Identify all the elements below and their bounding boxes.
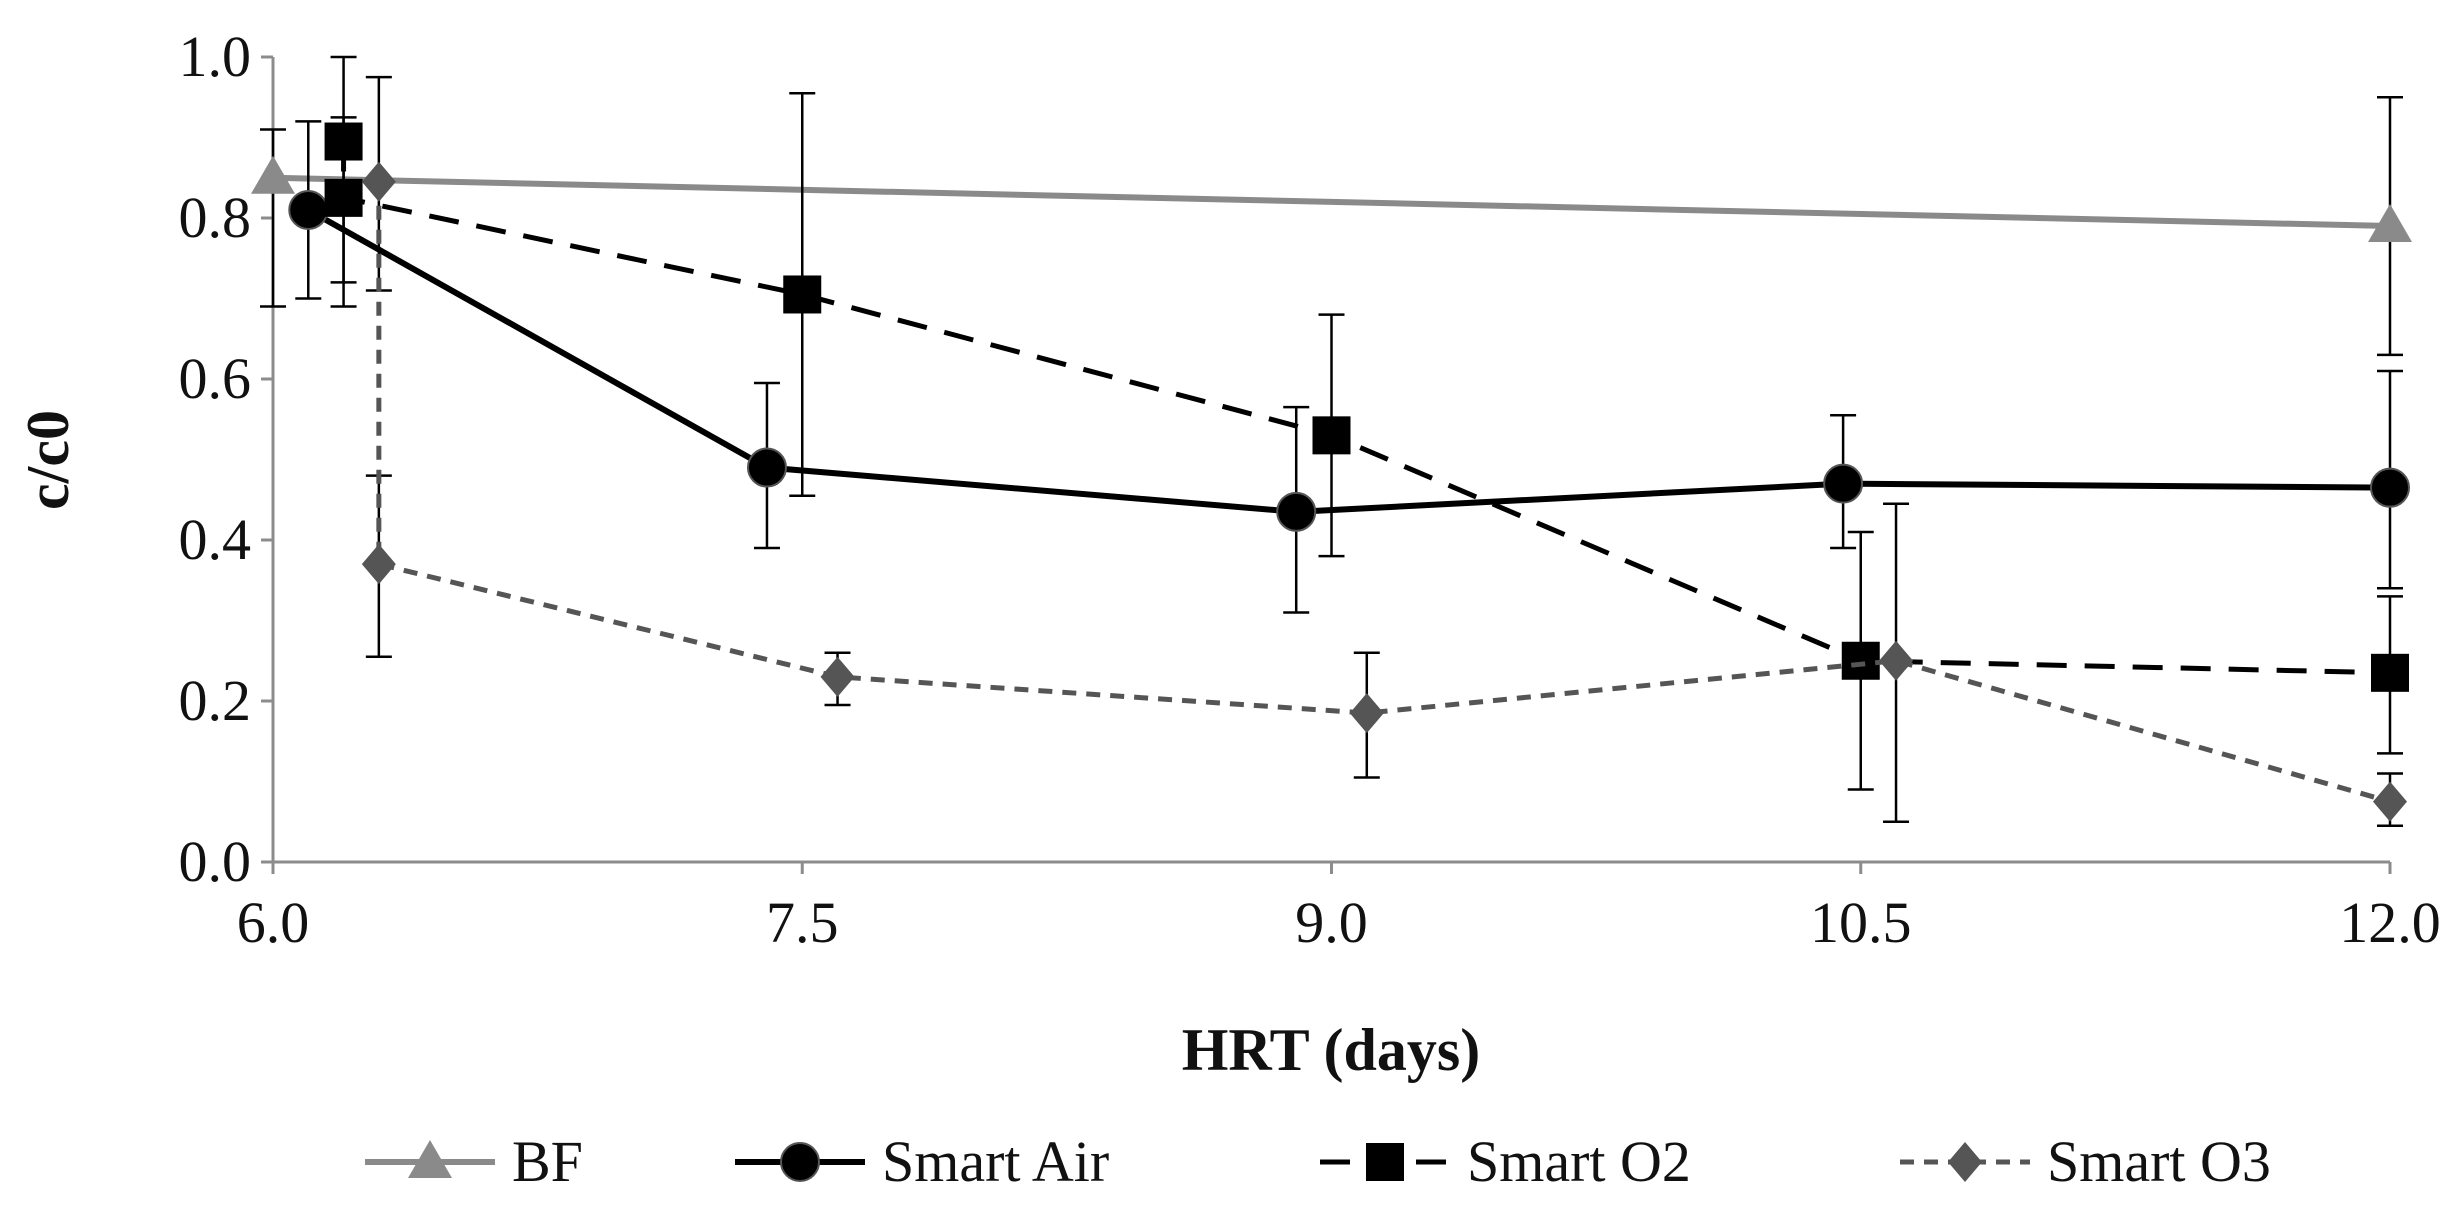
data-point xyxy=(2368,204,2412,243)
legend-marker xyxy=(408,1140,452,1178)
data-point xyxy=(324,122,363,161)
legend-item-smart-o2: Smart O2 xyxy=(1320,1129,1691,1194)
legend-label: BF xyxy=(512,1129,583,1194)
series-smart-air xyxy=(288,120,2410,614)
data-point xyxy=(361,161,396,202)
series-smart-o2 xyxy=(324,55,2409,791)
legend-item-smart-o3: Smart O3 xyxy=(1900,1129,2271,1194)
data-point xyxy=(2371,653,2409,692)
series-line xyxy=(376,181,2391,805)
data-point xyxy=(783,275,822,314)
y-tick-label: 0.0 xyxy=(179,829,252,894)
legend-label: Smart Air xyxy=(882,1129,1109,1194)
series-line xyxy=(341,141,2391,676)
data-point xyxy=(1879,640,1914,681)
data-point xyxy=(746,447,787,488)
x-tick-label: 7.5 xyxy=(766,890,839,955)
legend-marker xyxy=(1366,1143,1404,1181)
x-tick-label: 6.0 xyxy=(237,890,310,955)
y-axis-title: c/c0 xyxy=(15,410,81,510)
y-tick-label: 0.2 xyxy=(179,668,252,733)
data-point xyxy=(820,656,855,697)
legend-item-smart-air: Smart Air xyxy=(735,1129,1109,1194)
x-axis-title: HRT (days) xyxy=(1182,1017,1481,1083)
data-point xyxy=(1312,416,1351,455)
x-tick-label: 10.5 xyxy=(1810,890,1912,955)
y-tick-label: 0.4 xyxy=(179,507,252,572)
plot-area xyxy=(251,55,2412,828)
data-point xyxy=(1823,463,1864,504)
data-point xyxy=(2370,467,2410,508)
legend-item-bf: BF xyxy=(365,1129,583,1194)
y-tick-label: 0.8 xyxy=(179,185,252,250)
series-smart-o3 xyxy=(361,75,2407,828)
y-tick-label: 1.0 xyxy=(179,24,252,89)
legend-marker xyxy=(780,1142,820,1182)
legend-label: Smart O3 xyxy=(2047,1129,2271,1194)
legend-label: Smart O2 xyxy=(1467,1129,1691,1194)
data-point xyxy=(324,178,363,217)
x-tick-label: 12.0 xyxy=(2339,890,2441,955)
x-ticks: 6.0 7.5 9.0 10.5 12.0 xyxy=(237,862,2441,955)
series-line xyxy=(272,174,2391,230)
data-point xyxy=(288,189,329,230)
data-point xyxy=(251,155,295,194)
legend-marker xyxy=(1948,1142,1982,1182)
data-point xyxy=(1841,641,1880,680)
y-ticks: 0.0 0.2 0.4 0.6 0.8 1.0 xyxy=(179,24,273,894)
data-point xyxy=(1349,693,1384,734)
data-point xyxy=(2373,781,2407,822)
data-point xyxy=(361,544,396,585)
data-point xyxy=(1276,491,1317,532)
x-tick-label: 9.0 xyxy=(1295,890,1368,955)
y-tick-label: 0.6 xyxy=(179,346,252,411)
legend: BF Smart Air Smart O2 Smart O3 xyxy=(365,1129,2271,1194)
series-bf xyxy=(251,96,2412,357)
